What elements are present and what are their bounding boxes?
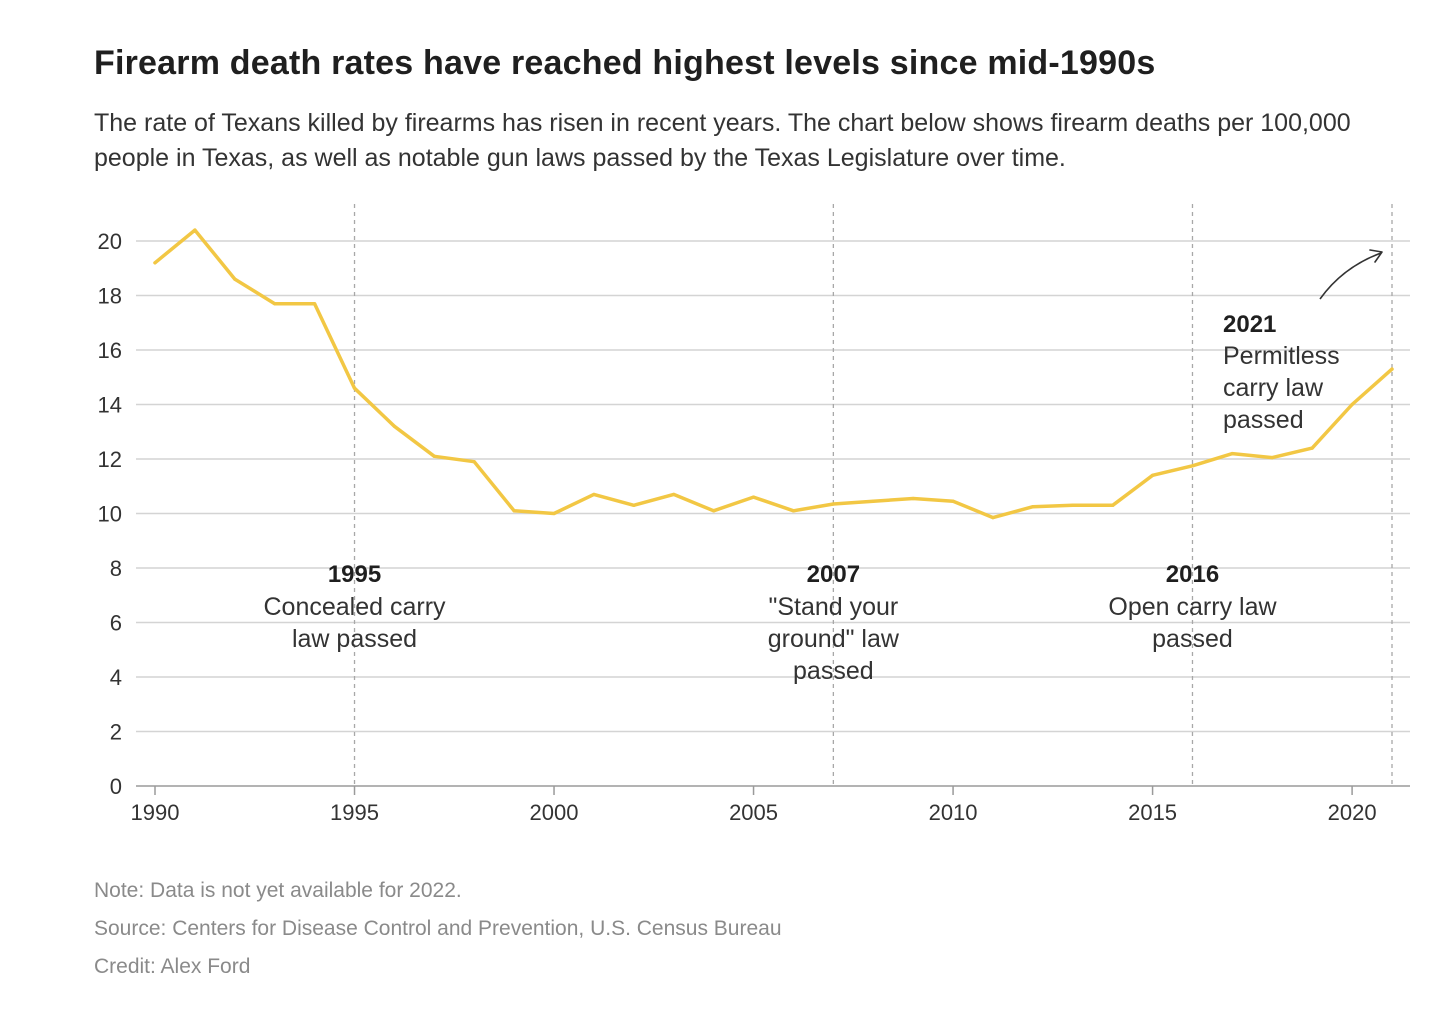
annotation-text: ground" law [768, 625, 900, 653]
data-point [632, 503, 636, 507]
annotation-lines [353, 204, 1393, 786]
footer-source: Source: Centers for Disease Control and … [94, 917, 782, 940]
footer-note: Note: Data is not yet available for 2022… [94, 879, 462, 902]
data-point [273, 302, 277, 306]
data-point [472, 460, 476, 464]
y-tick-label: 10 [98, 502, 122, 527]
data-point [432, 454, 436, 458]
annotation-text: passed [1223, 406, 1304, 434]
data-point [1190, 464, 1195, 468]
y-tick-label: 8 [110, 556, 122, 581]
data-point [1310, 446, 1314, 450]
annotation-year: 2007 [807, 561, 860, 588]
data-point [1071, 503, 1075, 507]
data-point [871, 499, 875, 503]
data-point [352, 386, 357, 390]
data-point [712, 509, 716, 513]
x-tick-label: 1990 [131, 800, 180, 825]
data-point [1150, 473, 1155, 477]
annotation-arrow [1319, 252, 1382, 300]
data-point [592, 492, 596, 497]
annotation-text: carry law [1223, 374, 1324, 402]
data-point [392, 424, 397, 428]
arrow-head-icon [1369, 249, 1383, 263]
data-point [1031, 505, 1035, 509]
data-point [1390, 367, 1394, 371]
annotation-text: "Stand your [768, 593, 898, 621]
data-point [193, 228, 197, 232]
annotation-year: 2016 [1166, 561, 1219, 588]
x-tick-label: 2005 [729, 800, 778, 825]
data-point [672, 492, 676, 497]
data-point [552, 511, 556, 516]
x-tick-label: 1995 [330, 800, 379, 825]
y-tick-label: 0 [110, 774, 122, 799]
gridlines [136, 240, 1410, 787]
annotation-year: 2021 [1223, 311, 1276, 338]
x-tick-label: 2010 [929, 800, 978, 825]
annotation-text: Permitless [1223, 342, 1340, 370]
x-tick-label: 2015 [1128, 800, 1177, 825]
series-line [153, 228, 1394, 520]
chart-subtitle: The rate of Texans killed by firearms ha… [94, 109, 1351, 172]
data-point [751, 495, 756, 499]
annotation-text: law passed [292, 625, 417, 653]
data-point [951, 499, 955, 503]
annotations: 1995 Concealed carry law passed 2007 "Stand … [264, 249, 1383, 685]
y-tick-label: 20 [98, 229, 122, 254]
chart-footer: Note: Data is not yet available for 2022… [94, 876, 782, 990]
y-tick-label: 6 [110, 611, 122, 636]
y-tick-label: 12 [98, 447, 122, 472]
data-point [991, 515, 995, 520]
y-tick-label: 16 [98, 338, 122, 363]
footer-credit: Credit: Alex Ford [94, 955, 251, 978]
y-tick-label: 18 [98, 284, 122, 309]
data-point [1111, 503, 1115, 507]
axes: 0 2 4 6 8 10 12 14 16 18 20 1990 1995 2000 2005 2010 201… [98, 229, 1377, 825]
data-point [791, 509, 796, 513]
data-point [512, 509, 516, 513]
y-tick-label: 4 [110, 665, 122, 690]
annotation-text: Open carry law [1108, 593, 1277, 621]
annotation-text: Concealed carry [264, 593, 447, 621]
data-point [1230, 451, 1234, 456]
x-tick-label: 2000 [530, 800, 579, 825]
series-layer [153, 228, 1394, 520]
data-point [233, 277, 237, 281]
data-point [1270, 456, 1274, 460]
annotation-text: passed [793, 657, 874, 685]
x-tick-label: 2020 [1328, 800, 1377, 825]
data-point [911, 496, 915, 501]
y-tick-label: 14 [98, 393, 122, 418]
data-point [1350, 402, 1354, 407]
data-point [313, 302, 317, 306]
data-point [831, 502, 835, 506]
chart-title: Firearm death rates have reached highest… [94, 44, 1156, 82]
annotation-text: passed [1152, 625, 1233, 653]
y-tick-label: 2 [110, 720, 122, 745]
data-point [153, 261, 157, 265]
annotation-year: 1995 [328, 561, 381, 588]
